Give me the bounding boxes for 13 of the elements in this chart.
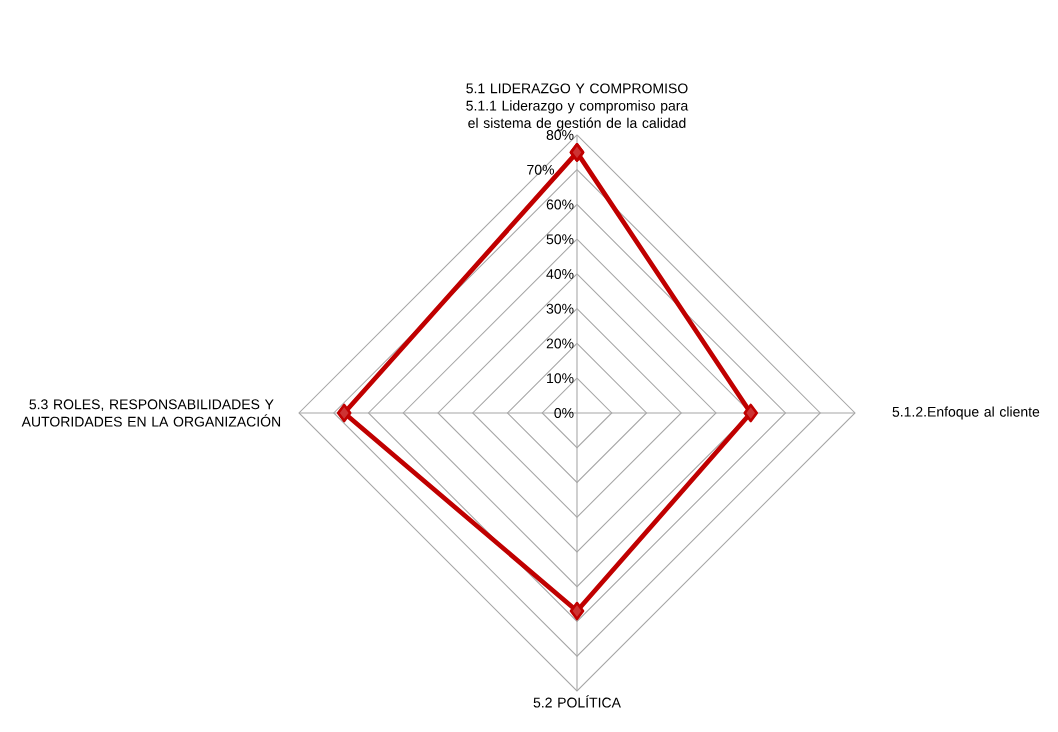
y-tick-label: 10% [547, 373, 574, 384]
spoke-label: 5.2 POLÍTICA [533, 695, 621, 708]
y-tick-label: 50% [546, 234, 574, 245]
y-tick-label: 70% [527, 164, 555, 175]
y-tick-label: 60% [546, 199, 574, 210]
y-tick-label: 30% [546, 303, 574, 314]
y-tick-label: 20% [546, 338, 574, 349]
spoke-label: 5.1 LIDERAZGO Y COMPROMISO 5.1.1 Liderazgo y compromiso para el sistema de gestión de la calidad [466, 83, 689, 131]
y-tick-label: 0% [554, 408, 574, 418]
spoke-label: 5.3 ROLES, RESPONSABILIDADES Y AUTORIDADES EN LA ORGANIZACIÓN [21, 399, 281, 427]
y-tick-label: 40% [546, 269, 574, 279]
y-tick-label: 80% [546, 130, 574, 140]
spoke-label: 5.1.2.Enfoque al cliente [892, 406, 1040, 420]
